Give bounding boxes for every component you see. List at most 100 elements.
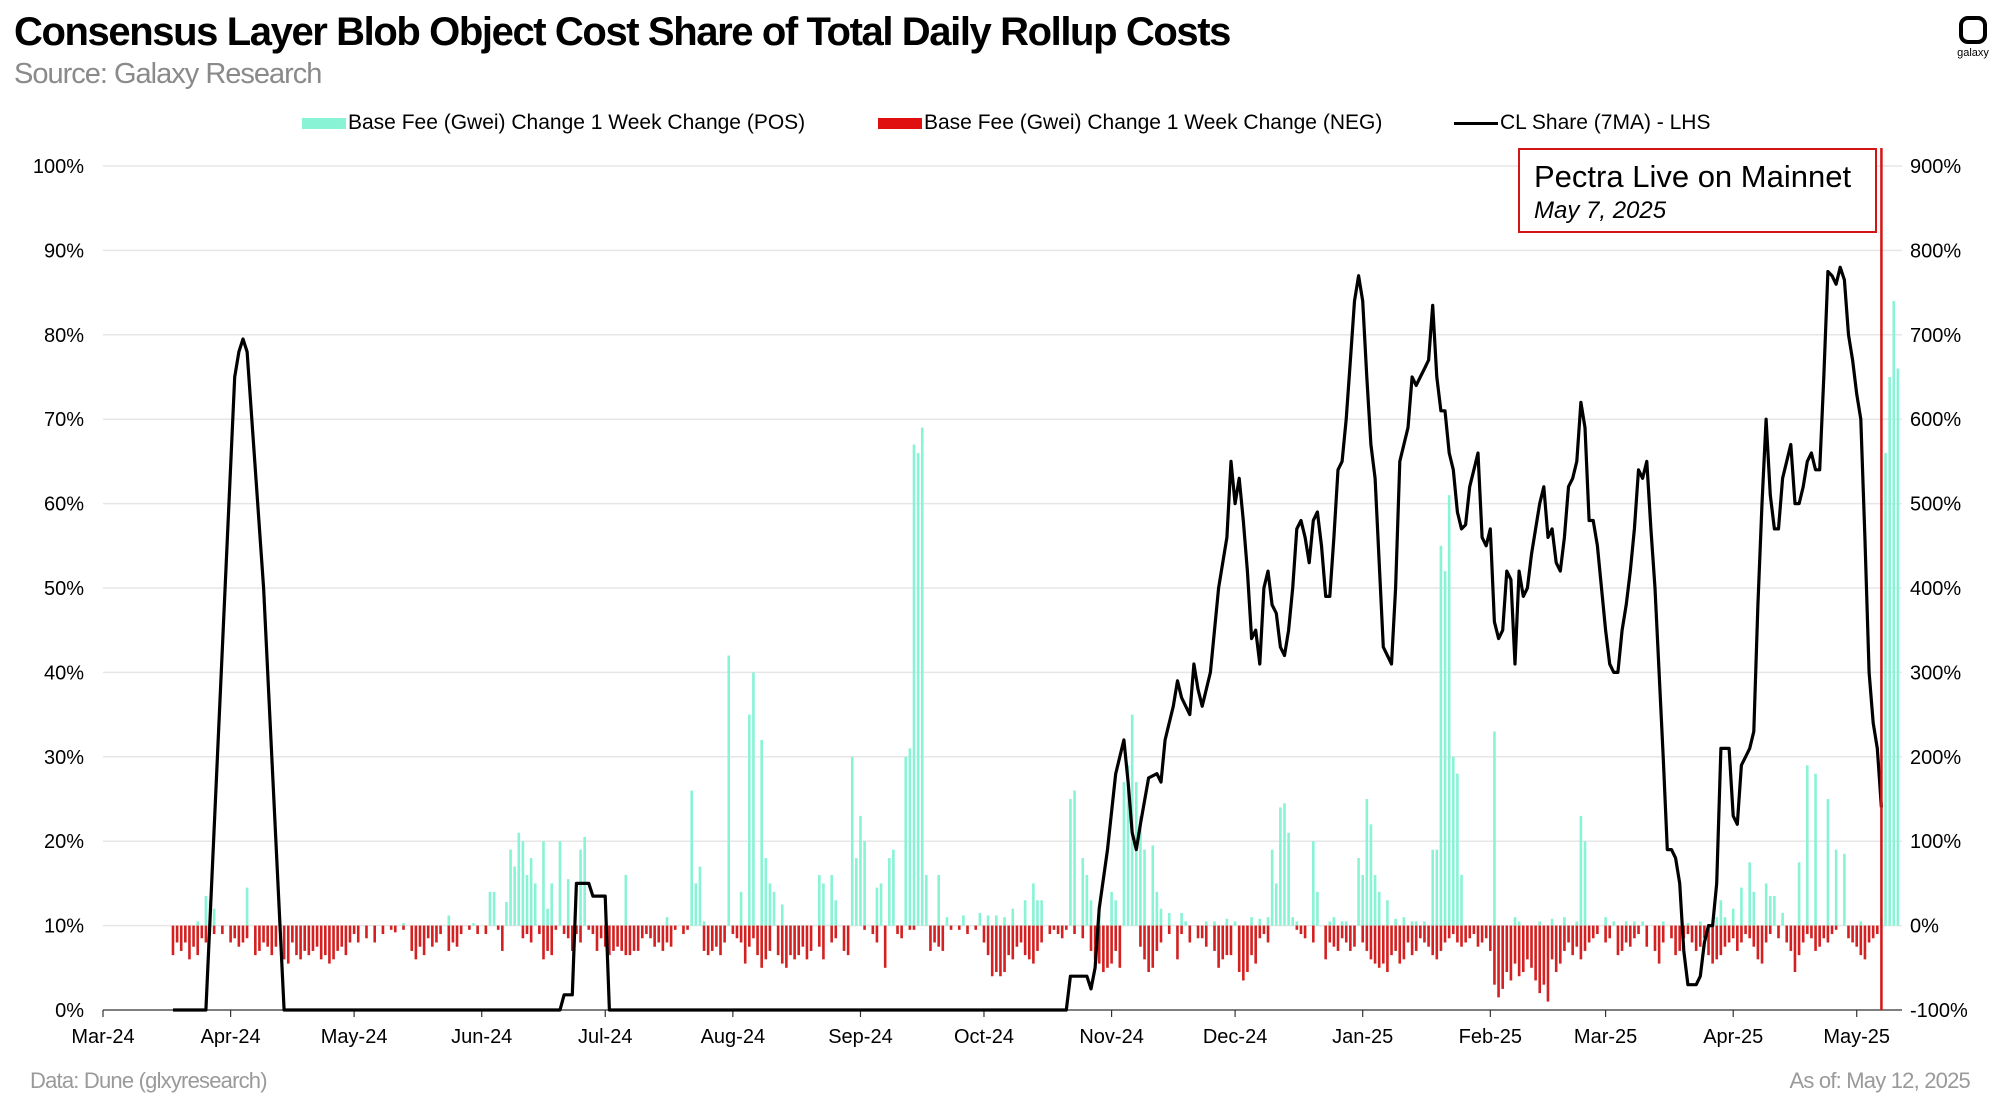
y-left-tick-label: 100% — [33, 156, 84, 178]
bar-neg — [1254, 925, 1257, 964]
bar-neg — [389, 925, 393, 930]
bar-neg — [912, 925, 916, 930]
bar-neg — [957, 925, 961, 930]
bar-neg — [1489, 925, 1492, 951]
bar-neg — [1139, 925, 1142, 947]
bar-neg — [797, 925, 801, 956]
bar-neg — [591, 925, 595, 935]
bar-neg — [1303, 925, 1307, 939]
legend-label-neg: Base Fee (Gwei) Change 1 Week Change (NE… — [924, 111, 1383, 134]
bar-neg — [1768, 925, 1772, 935]
bar-pos — [752, 672, 755, 926]
bar-neg — [1571, 925, 1574, 956]
x-tick-label: May-24 — [321, 1026, 388, 1048]
bar-pos — [1435, 849, 1439, 926]
bar-pos — [772, 891, 776, 926]
bar-neg — [1793, 925, 1797, 973]
bar-neg — [949, 925, 953, 930]
legend-item-neg: Base Fee (Gwei) Change 1 Week Change (NE… — [878, 111, 1382, 135]
bar-pos — [690, 790, 693, 926]
bar-neg — [1180, 925, 1183, 935]
bar-neg — [801, 925, 805, 947]
bar-neg — [933, 925, 936, 943]
bar-neg — [1686, 925, 1690, 935]
bar-neg — [1456, 925, 1459, 943]
bar-neg — [805, 925, 809, 960]
bar-neg — [431, 925, 434, 947]
bar-pos — [1752, 891, 1756, 926]
bar-pos — [1641, 921, 1644, 926]
y-right-tick-label: 400% — [1910, 578, 1961, 600]
bar-neg — [579, 925, 582, 943]
x-tick-label: Dec-24 — [1203, 1026, 1267, 1048]
bar-neg — [1530, 925, 1533, 968]
bar-pos — [1233, 921, 1237, 926]
bar-pos — [945, 917, 949, 926]
bar-neg — [184, 925, 187, 943]
bar-neg — [303, 925, 307, 951]
x-tick-label: Jul-24 — [578, 1026, 632, 1048]
legend-swatch-neg — [878, 117, 922, 129]
x-tick-label: Apr-25 — [1703, 1026, 1763, 1048]
bar-neg — [295, 925, 298, 956]
bar-pos — [760, 739, 763, 926]
bar-neg — [846, 925, 850, 956]
bar-pos — [1402, 917, 1406, 926]
bar-neg — [1081, 925, 1085, 939]
x-tick-label: Oct-24 — [954, 1026, 1014, 1048]
bar-pos — [1204, 921, 1208, 926]
y-right-tick-label: 800% — [1910, 240, 1961, 262]
bar-pos — [850, 756, 854, 926]
bar-neg — [393, 925, 397, 933]
bar-pos — [1859, 921, 1863, 926]
bar-neg — [1583, 925, 1587, 951]
bar-neg — [245, 925, 249, 939]
bar-neg — [1760, 925, 1764, 964]
bar-neg — [1711, 925, 1714, 964]
bar-neg — [595, 925, 599, 951]
bar-neg — [1406, 925, 1410, 943]
bar-neg — [1472, 925, 1476, 935]
bar-pos — [1814, 773, 1817, 926]
bar-neg — [1196, 925, 1200, 939]
x-axis-ticks: Mar-24 Apr-24 May-24 Jun-24 Jul-24 Aug-24 Sep-… — [71, 1010, 1890, 1048]
bar-neg — [875, 925, 879, 943]
bar-neg — [200, 925, 204, 939]
bar-neg — [1509, 925, 1513, 981]
bar-neg — [340, 925, 344, 947]
bar-pos — [1764, 883, 1768, 926]
bar-neg — [1468, 925, 1472, 939]
bar-neg — [768, 925, 772, 951]
bar-pos — [1312, 841, 1315, 926]
bar-neg — [1596, 925, 1599, 935]
bar-neg — [1777, 925, 1780, 939]
bar-pos — [1834, 849, 1838, 926]
bar-neg — [735, 925, 739, 939]
bar-neg — [1065, 925, 1068, 930]
bar-pos — [1036, 900, 1039, 926]
bar-neg — [995, 925, 998, 973]
y-left-tick-label: 80% — [44, 325, 84, 347]
bar-neg — [229, 925, 232, 943]
bar-neg — [188, 925, 191, 960]
bar-pos — [533, 883, 537, 926]
bar-neg — [1476, 925, 1480, 947]
bar-pos — [1624, 921, 1628, 926]
bar-neg — [620, 925, 624, 951]
bar-neg — [1863, 925, 1867, 960]
bar-pos — [1456, 773, 1459, 926]
bar-neg — [739, 925, 743, 943]
bar-neg — [1176, 925, 1179, 960]
bar-pos — [1213, 921, 1216, 926]
bar-neg — [204, 925, 208, 943]
bar-neg — [1731, 925, 1735, 939]
bar-pos — [818, 874, 821, 926]
bar-neg — [525, 925, 529, 935]
bar-neg — [484, 925, 488, 935]
bar-pos — [1661, 921, 1665, 926]
bar-pos — [887, 858, 891, 926]
legend-swatch-line — [1454, 121, 1498, 125]
bar-neg — [1266, 925, 1270, 943]
bar-pos — [698, 866, 702, 926]
bar-neg — [624, 925, 628, 956]
